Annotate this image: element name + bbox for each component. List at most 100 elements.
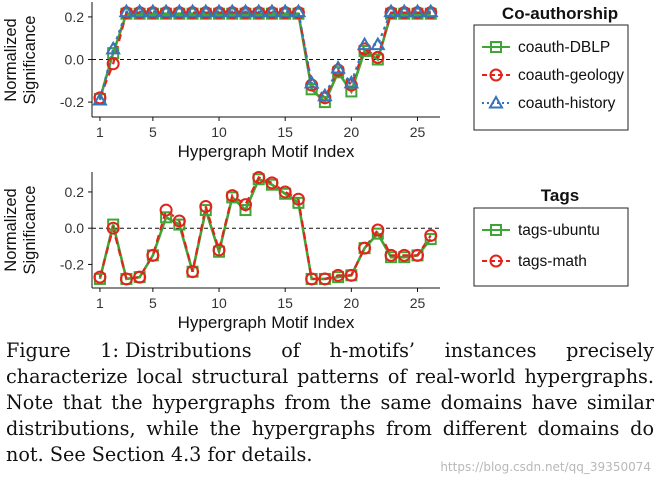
y-axis-label-line: Significance	[21, 16, 39, 105]
data-point-coauth-history	[264, 3, 280, 18]
data-point-coauth-history	[409, 3, 426, 18]
data-point-tags-math	[411, 248, 425, 262]
legend-label-coauth-history: coauth-history	[518, 95, 616, 112]
data-point-coauth-history	[396, 3, 412, 18]
figure-label: Figure 1:	[6, 339, 119, 362]
x-tick-label: 5	[149, 124, 157, 140]
data-point-coauth-history	[224, 3, 240, 18]
data-point-tags-math	[93, 270, 107, 284]
data-point-coauth-history	[211, 3, 227, 18]
data-point-coauth-history	[237, 3, 254, 18]
data-point-coauth-history	[184, 3, 201, 18]
data-point-coauth-DBLP	[305, 83, 318, 96]
legend-box	[473, 207, 629, 287]
series-line-coauth-DBLP	[98, 12, 431, 105]
data-point-coauth-history	[105, 40, 121, 55]
data-point-coauth-history	[317, 87, 333, 102]
data-point-tags-math	[265, 176, 279, 190]
data-point-coauth-history	[158, 3, 174, 18]
data-point-coauth-geology	[106, 57, 120, 71]
legend-label-coauth-DBLP: coauth-DBLP	[518, 39, 610, 56]
data-point-tags-math	[172, 214, 186, 228]
data-point-tags-math	[331, 268, 345, 282]
x-tick-label: 1	[96, 124, 104, 140]
x-tick-label: 20	[344, 124, 360, 140]
x-tick-label: 15	[277, 124, 293, 140]
data-point-coauth-history	[92, 91, 108, 106]
data-point-tags-math	[424, 228, 438, 242]
data-point-coauth-history	[145, 3, 161, 18]
data-point-tags-math	[225, 189, 239, 203]
data-point-coauth-history	[198, 3, 214, 18]
y-axis-label-line: Normalized	[2, 188, 20, 271]
data-point-coauth-history	[250, 3, 267, 18]
data-point-coauth-history	[171, 3, 188, 18]
y-tick-label: 0.0	[65, 52, 85, 68]
data-point-tags-ubuntu	[239, 204, 252, 217]
data-point-tags-math	[344, 268, 358, 282]
data-point-tags-math	[397, 248, 411, 262]
x-axis-label: Hypergraph Motif Index	[178, 142, 355, 161]
y-axis-label: NormalizedSignificance	[2, 186, 39, 275]
figure-caption: Figure 1: Distributions of h-motifs’ inst…	[6, 338, 654, 468]
x-tick-label: 25	[410, 295, 426, 311]
y-tick-label: 0.2	[65, 9, 85, 25]
legend-label-coauth-geology: coauth-geology	[518, 67, 624, 84]
legend-marker-tags-math	[489, 254, 503, 268]
data-point-tags-math	[119, 272, 133, 286]
x-axis-label: Hypergraph Motif Index	[178, 313, 355, 332]
data-point-coauth-history	[423, 3, 439, 18]
data-point-coauth-history	[330, 60, 346, 74]
y-axis-label: NormalizedSignificance	[2, 16, 39, 105]
data-point-coauth-history	[343, 74, 360, 89]
data-point-coauth-history	[277, 3, 293, 18]
data-point-tags-math	[252, 170, 266, 184]
x-tick-label: 5	[149, 295, 157, 311]
legend-box	[473, 24, 629, 131]
data-point-coauth-history	[356, 36, 373, 51]
legend-label-tags-math: tags-math	[518, 253, 587, 270]
data-point-tags-math	[106, 221, 120, 235]
y-axis-label-line: Significance	[21, 186, 39, 275]
data-point-coauth-geology	[371, 50, 385, 64]
y-tick-label: -0.2	[60, 256, 84, 272]
data-point-tags-ubuntu	[160, 211, 173, 224]
legend-marker-tags-ubuntu	[490, 224, 502, 236]
legend-title: Tags	[541, 186, 579, 205]
x-tick-label: 15	[277, 295, 293, 311]
watermark: https://blog.csdn.net/qq_39350074	[440, 460, 651, 474]
data-point-coauth-history	[290, 3, 307, 18]
y-axis-label-line: Normalized	[2, 18, 20, 101]
series-line-tags-math	[98, 176, 432, 281]
data-point-tags-math	[146, 248, 160, 262]
series-line-coauth-history	[98, 10, 431, 101]
data-point-tags-math	[278, 185, 292, 199]
y-tick-label: -0.2	[60, 94, 84, 110]
legend-marker-coauth-history	[488, 94, 504, 109]
data-point-tags-math	[305, 272, 319, 286]
legend-marker-coauth-geology	[489, 68, 503, 82]
legend-title: Co-authorship	[502, 4, 618, 23]
data-point-coauth-DBLP	[318, 96, 331, 109]
x-tick-label: 10	[211, 124, 227, 140]
data-point-tags-math	[186, 265, 200, 279]
data-point-coauth-history	[118, 3, 135, 18]
legend-marker-coauth-DBLP	[490, 41, 502, 53]
data-point-tags-math	[159, 203, 173, 217]
legend-label-tags-ubuntu: tags-ubuntu	[518, 222, 600, 239]
data-point-tags-math	[358, 241, 372, 255]
caption-text: Distributions of h-motifs’ instances pre…	[6, 339, 654, 466]
x-tick-label: 20	[344, 295, 360, 311]
x-tick-label: 25	[410, 124, 426, 140]
data-point-coauth-history	[383, 3, 399, 18]
data-point-tags-math	[199, 199, 213, 213]
y-tick-label: 0.2	[65, 184, 85, 200]
data-point-coauth-history	[131, 3, 148, 18]
data-point-coauth-history	[370, 36, 386, 51]
data-point-tags-math	[384, 248, 398, 262]
data-point-tags-math	[238, 198, 252, 212]
x-tick-label: 10	[211, 295, 227, 311]
x-tick-label: 1	[96, 295, 104, 311]
